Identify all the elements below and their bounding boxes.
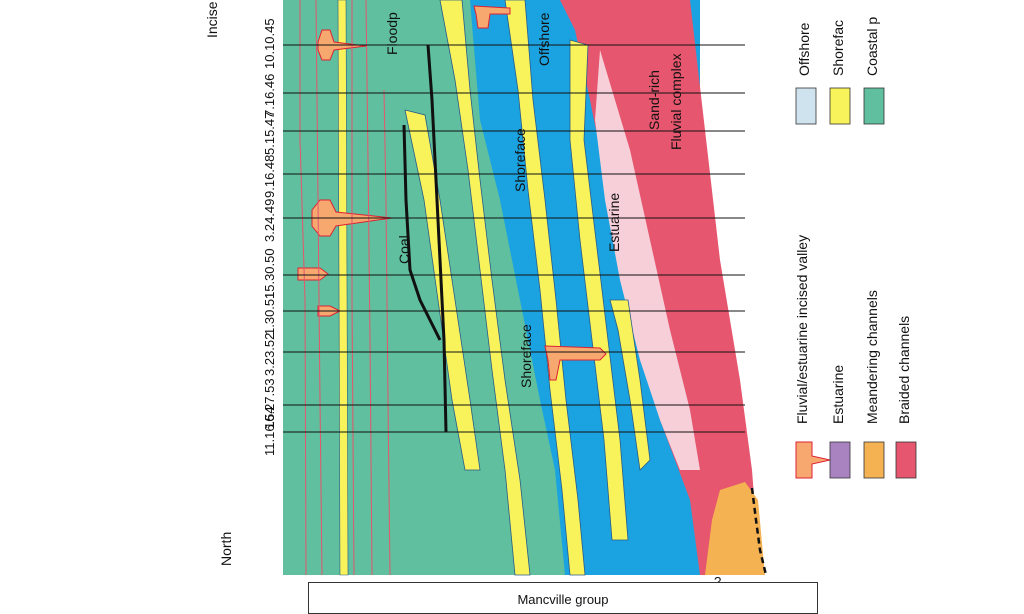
meandering-channel-body <box>705 482 765 575</box>
shoreface-tongue-2 <box>504 0 586 576</box>
incised-valley-icon <box>795 441 831 479</box>
legend-swatches <box>795 87 917 479</box>
cross-section-diagram <box>283 0 917 576</box>
coastal-plain-body <box>283 0 565 575</box>
core-id-label: 1.30.51 <box>262 291 277 335</box>
legend-swatch-shorefac <box>829 87 851 125</box>
incised-valley-4 <box>297 267 329 281</box>
legend-label-estuarine: Estuarine <box>830 364 846 424</box>
shoreface-thin-stripe <box>337 0 349 576</box>
unconformity-dashed <box>750 487 768 576</box>
core-id-label: 7.16.46 <box>262 73 277 117</box>
estuarine-label: Estuarine <box>606 192 622 252</box>
core-id-label: 3.24.49 <box>262 198 277 242</box>
legend-label-coastal-plain: Coastal p <box>864 16 880 76</box>
core-lines <box>283 44 745 433</box>
legend-swatch-meandering-channels <box>863 441 885 479</box>
offshore-label: Offshore <box>536 12 552 66</box>
estuarine-wedge <box>595 50 700 470</box>
question-mark: ? <box>714 574 721 589</box>
core-id-label: 3.23.52 <box>262 332 277 376</box>
shoreface-label-2: Shoreface <box>518 324 534 388</box>
channel-lines <box>299 0 391 576</box>
core-id-label: 5.15.47 <box>262 111 277 155</box>
incised-valley-2 <box>473 5 511 29</box>
coal-seam-2 <box>402 124 442 341</box>
north-label: North <box>218 531 234 566</box>
floodplain-label: Floodp <box>384 12 400 55</box>
sand-rich-label: Sand-rich <box>646 70 662 130</box>
legend-label-braided: Braided channels <box>896 315 912 424</box>
legend-swatch-offshore <box>795 87 817 125</box>
shoreface-label-1: Shoreface <box>512 128 528 192</box>
core-id-label: 11.16.54 <box>262 406 277 456</box>
legend-label-shoreface: Shorefac <box>830 19 846 76</box>
shoreface-tongue-5 <box>609 299 651 471</box>
legend-label-meandering: Meandering channels <box>864 290 880 424</box>
shoreface-tongue-1 <box>439 0 531 576</box>
fluvial-complex-label: Fluvial complex <box>668 53 684 150</box>
legend-label-incised-valley: Fluvial/estuarine incised valley <box>794 234 810 424</box>
legend-swatch-braided-channels <box>895 441 917 479</box>
incised-label: Incise <box>204 1 220 38</box>
legend-swatch-coastal-p <box>863 87 885 125</box>
legend-swatch-estuarine <box>829 441 851 479</box>
incised-valley-6 <box>544 345 607 381</box>
coal-label: Coal <box>396 235 412 264</box>
coal-seam-1 <box>426 44 448 433</box>
core-id-label: 9.16.48 <box>262 154 277 198</box>
cross-section-figure: North Incise 10.10.45 7.16.46 5.15.47 9.16.… <box>204 0 917 614</box>
core-id-label: 10.10.45 <box>262 18 277 69</box>
shoreface-tongue-3 <box>569 39 629 541</box>
group-label-box: Mancville group <box>308 582 818 614</box>
legend-label-offshore: Offshore <box>796 22 812 76</box>
